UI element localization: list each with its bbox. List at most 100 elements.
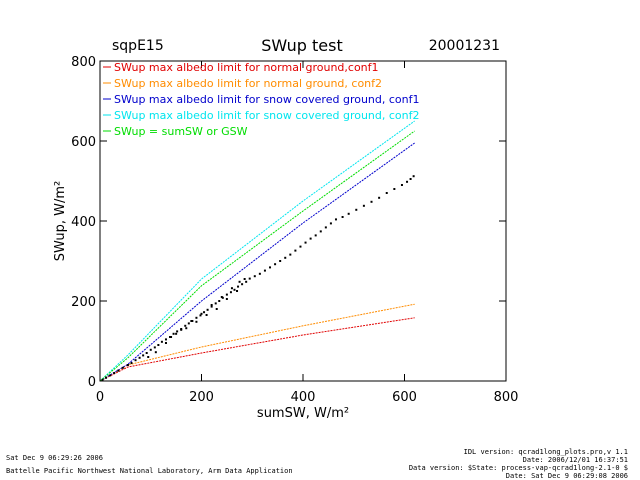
data-point: [378, 196, 381, 199]
data-point: [241, 283, 244, 286]
data-point: [279, 260, 282, 262]
x-tick-label: 400: [291, 390, 316, 405]
data-point: [164, 338, 167, 341]
footer-credit: Battelle Pacific Northwest National Labo…: [6, 467, 293, 475]
data-point: [210, 304, 213, 306]
y-axis-label-text: SWup, W/m²: [53, 181, 68, 262]
data-point: [149, 348, 152, 351]
y-tick-label: 400: [71, 215, 96, 230]
footer-timestamp: Sat Dec 9 06:29:26 2006: [6, 454, 103, 462]
data-point: [130, 362, 133, 364]
data-point: [187, 322, 190, 325]
data-point: [324, 226, 327, 229]
data-point: [329, 222, 332, 225]
limit-line: [99, 142, 415, 382]
data-point: [172, 332, 175, 335]
data-point: [225, 293, 228, 296]
data-point: [263, 269, 266, 272]
footer-data-version: Data version: $State: process-vap-qcrad1…: [408, 464, 628, 472]
data-point: [176, 330, 179, 333]
data-point: [243, 278, 246, 280]
legend-entry: SWup max albedo limit for normal ground,…: [114, 77, 382, 90]
data-point: [412, 175, 415, 178]
data-point: [142, 354, 145, 357]
data-point: [220, 296, 223, 298]
data-point: [230, 287, 233, 290]
data-point: [385, 192, 388, 194]
data-point: [258, 272, 261, 275]
data-point: [154, 351, 157, 354]
data-point: [205, 314, 208, 316]
data-point: [175, 332, 178, 335]
data-point: [233, 288, 236, 291]
data-point: [237, 285, 240, 288]
data-point: [169, 336, 172, 338]
data-point: [341, 216, 344, 218]
x-axis: 0 200 400 600 800: [96, 61, 519, 405]
data-point: [236, 290, 239, 292]
data-point: [362, 204, 365, 207]
data-point: [221, 296, 224, 299]
data-point: [153, 346, 156, 349]
x-tick-label: 200: [189, 390, 214, 405]
data-point: [200, 312, 203, 315]
data-point: [248, 277, 251, 280]
data-point: [210, 305, 213, 308]
data-point: [409, 178, 412, 180]
limit-line: [99, 130, 415, 382]
data-point: [215, 308, 218, 310]
data-point: [225, 298, 228, 300]
data-point: [185, 327, 188, 330]
data-point: [218, 300, 221, 302]
data-point: [393, 188, 396, 190]
y-tick-label: 0: [88, 375, 96, 390]
footer-idl-version: IDL version: qcrad1long_plots.pro,v 1.1: [463, 448, 628, 456]
data-point: [406, 180, 409, 183]
data-point: [180, 328, 183, 331]
footer-date: Date: 2006/12/01 16:37:51: [522, 456, 628, 464]
data-point: [294, 249, 297, 252]
data-point: [400, 184, 403, 186]
data-point: [101, 378, 104, 381]
data-point: [105, 376, 108, 379]
legend-entry: SWup = sumSW or GSW: [114, 125, 248, 138]
limit-line: [99, 317, 415, 382]
data-points: [101, 175, 415, 381]
data-point: [190, 320, 193, 322]
limit-lines: [99, 120, 415, 382]
data-point: [284, 256, 287, 259]
data-point: [289, 253, 292, 256]
data-point: [214, 302, 217, 305]
x-tick-label: 600: [392, 390, 417, 405]
data-point: [117, 369, 120, 372]
y-tick-label: 200: [71, 295, 96, 310]
data-point: [113, 372, 116, 374]
data-point: [253, 275, 256, 278]
x-axis-label: sumSW, W/m²: [257, 406, 349, 421]
data-point: [138, 356, 141, 359]
data-point: [147, 356, 150, 358]
data-point: [170, 336, 173, 338]
data-point: [314, 234, 317, 237]
data-point: [309, 237, 312, 240]
x-tick-label: 800: [494, 390, 519, 405]
y-axis-label: SWup, W/m²: [53, 181, 68, 262]
data-point: [319, 230, 322, 233]
data-point: [184, 324, 187, 327]
data-point: [238, 280, 241, 283]
data-point: [199, 314, 202, 317]
data-point: [245, 280, 248, 283]
limit-line: [99, 120, 415, 382]
y-axis: 0 200 400 600 800: [71, 55, 506, 390]
data-point: [355, 208, 358, 211]
data-point: [334, 218, 337, 221]
data-point: [160, 340, 163, 343]
data-point: [109, 374, 112, 377]
data-point: [370, 200, 373, 203]
data-point: [145, 352, 148, 354]
data-point: [203, 311, 206, 314]
chart-title: SWup test: [261, 36, 343, 55]
data-point: [195, 320, 198, 323]
data-point: [157, 344, 160, 346]
